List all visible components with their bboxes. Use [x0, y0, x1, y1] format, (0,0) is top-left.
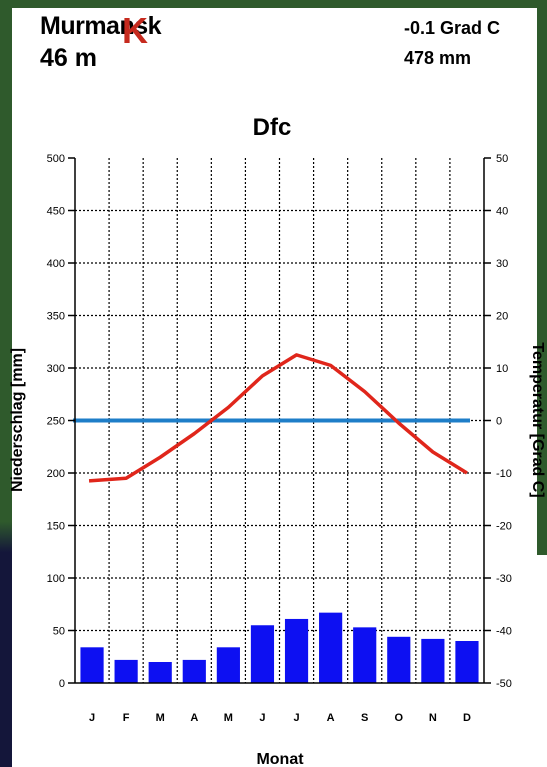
left-tick-label: 150	[47, 521, 65, 533]
y-axis-label: Niederschlag [mm]	[9, 348, 26, 492]
x-axis-label: Monat	[256, 751, 304, 767]
precipitation-bar	[182, 659, 206, 683]
month-label: D	[463, 712, 471, 724]
month-label: A	[327, 712, 335, 724]
annual-precipitation: 478 mm	[404, 48, 472, 68]
temperature-line	[88, 353, 468, 483]
right-tick-label: 40	[496, 206, 508, 218]
left-tick-label: 300	[47, 363, 65, 375]
precipitation-bar	[250, 625, 275, 683]
precipitation-bar	[353, 627, 377, 683]
right-tick-label: 10	[496, 363, 508, 375]
y2-axis-label: Temperatur [Grad C]	[529, 342, 546, 497]
right-axis-ticks: -50 -40 -30 -20 -10 0 10 20 30 40 50	[484, 153, 512, 690]
precipitation-bars	[80, 612, 479, 683]
right-tick-label: -30	[496, 573, 512, 585]
month-label: M	[224, 712, 233, 724]
month-label: M	[156, 712, 165, 724]
right-tick-label: -10	[496, 468, 512, 480]
precipitation-bar	[455, 641, 479, 683]
left-axis-ticks: 0 50 100 150 200 250 300 350 400 450 500	[47, 153, 75, 690]
left-tick-label: 50	[53, 626, 65, 638]
temperature-series	[88, 353, 468, 483]
left-tick-label: 450	[47, 206, 65, 218]
right-tick-label: 30	[496, 258, 508, 270]
precipitation-bar	[387, 636, 411, 683]
left-tick-label: 0	[59, 678, 65, 690]
precipitation-bar	[319, 612, 343, 683]
precipitation-bar	[216, 647, 240, 683]
month-label: J	[293, 712, 299, 724]
chart-title: Dfc	[253, 114, 292, 141]
station-elevation: 46 m	[40, 44, 97, 72]
month-label: S	[361, 712, 368, 724]
precipitation-bar	[148, 662, 172, 683]
right-tick-label: 50	[496, 153, 508, 165]
overlay-letter: K	[122, 10, 148, 51]
mean-temperature: -0.1 Grad C	[404, 18, 501, 38]
right-tick-label: 0	[496, 416, 502, 428]
precipitation-bar	[114, 659, 138, 683]
station-name: Murmansk	[40, 12, 162, 40]
month-label: A	[190, 712, 198, 724]
background-frame-right	[537, 0, 547, 555]
precipitation-bar	[80, 647, 104, 683]
month-label: J	[259, 712, 265, 724]
left-tick-label: 500	[47, 153, 65, 165]
right-tick-label: 20	[496, 311, 508, 323]
precipitation-bar	[421, 638, 445, 683]
month-label: N	[429, 712, 437, 724]
left-tick-label: 200	[47, 468, 65, 480]
month-label: J	[89, 712, 95, 724]
month-label: O	[395, 712, 404, 724]
left-tick-label: 100	[47, 573, 65, 585]
right-tick-label: -40	[496, 626, 512, 638]
right-tick-label: -50	[496, 678, 512, 690]
month-label: F	[123, 712, 130, 724]
left-tick-label: 250	[47, 416, 65, 428]
left-tick-label: 350	[47, 311, 65, 323]
background-frame-top	[0, 0, 547, 8]
left-tick-label: 400	[47, 258, 65, 270]
right-tick-label: -20	[496, 521, 512, 533]
background-frame-left	[0, 0, 12, 767]
precipitation-bar	[284, 618, 309, 683]
